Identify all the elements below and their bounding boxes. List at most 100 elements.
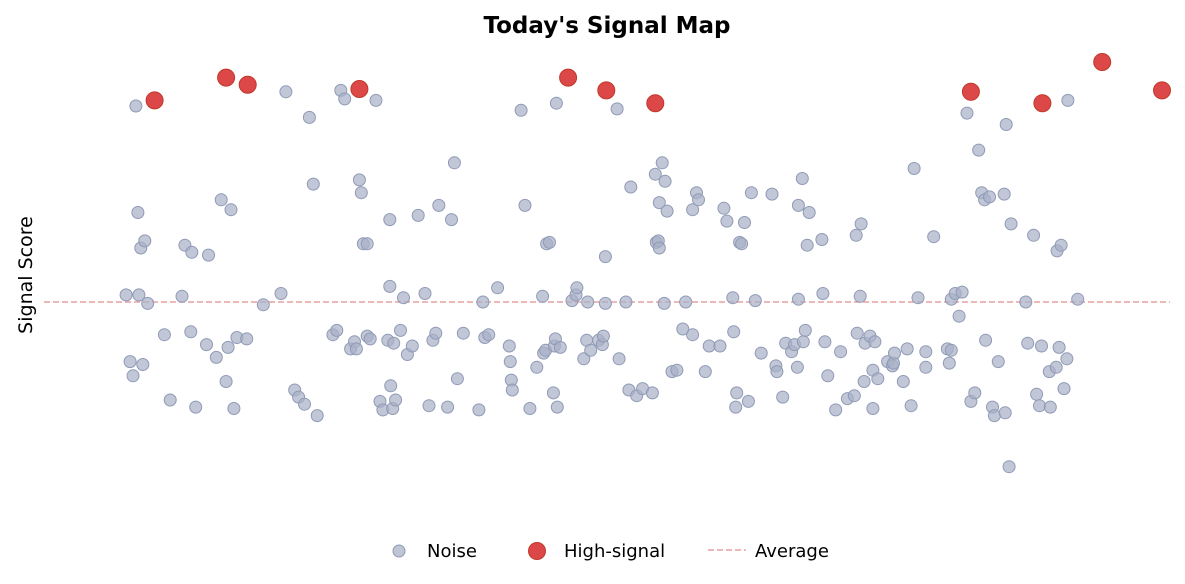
legend: Noise High-signal Average	[392, 541, 829, 562]
noise-point-70	[445, 213, 458, 227]
noise-point-138	[717, 201, 731, 215]
noise-point-79	[502, 339, 516, 353]
noise-point-128	[670, 363, 684, 377]
noise-point-230	[1052, 340, 1066, 354]
noise-point-192	[907, 162, 921, 175]
noise-point-135	[698, 365, 712, 379]
high-signal-point-6	[646, 94, 665, 113]
noise-series	[119, 83, 1085, 474]
noise-point-175	[850, 326, 864, 340]
noise-point-154	[776, 390, 790, 404]
noise-point-149	[748, 294, 762, 308]
legend-high-signal-label: High-signal	[564, 541, 665, 562]
noise-point-86	[530, 360, 544, 374]
noise-point-95	[549, 96, 563, 110]
noise-point-162	[796, 335, 810, 349]
noise-point-207	[972, 143, 986, 157]
noise-point-225	[1035, 339, 1048, 353]
noise-point-74	[472, 403, 486, 417]
legend-high-signal-marker	[528, 542, 546, 560]
noise-point-97	[553, 340, 567, 354]
noise-point-34	[306, 177, 320, 191]
noise-point-18	[202, 248, 215, 262]
noise-point-60	[397, 291, 410, 305]
noise-point-142	[729, 400, 743, 414]
noise-point-112	[619, 295, 633, 309]
noise-point-69	[441, 400, 455, 414]
noise-point-122	[652, 241, 666, 255]
noise-point-184	[871, 372, 885, 386]
high-signal-point-7	[961, 82, 980, 101]
noise-point-129	[676, 322, 690, 336]
noise-point-62	[405, 339, 419, 353]
noise-point-72	[450, 372, 464, 386]
noise-point-161	[795, 172, 809, 185]
noise-point-163	[798, 323, 812, 337]
noise-point-147	[741, 394, 755, 408]
noise-point-42	[349, 342, 363, 356]
noise-point-71	[447, 156, 461, 170]
noise-point-210	[979, 333, 993, 347]
noise-point-150	[754, 346, 768, 360]
noise-point-75	[476, 295, 490, 309]
noise-point-32	[298, 397, 311, 411]
noise-point-109	[598, 296, 612, 310]
noise-point-217	[999, 118, 1013, 131]
noise-point-125	[658, 174, 672, 188]
noise-point-215	[997, 187, 1011, 201]
noise-point-9	[141, 296, 155, 310]
noise-point-80	[503, 355, 517, 369]
noise-point-59	[394, 323, 407, 337]
legend-noise-marker	[392, 544, 406, 558]
high-signal-point-9	[1093, 53, 1112, 71]
noise-point-82	[505, 383, 519, 397]
noise-point-170	[829, 403, 843, 417]
noise-point-101	[577, 352, 591, 366]
noise-point-117	[645, 386, 659, 400]
noise-point-63	[411, 208, 425, 222]
high-signal-point-4	[559, 68, 578, 87]
noise-point-26	[240, 332, 254, 346]
noise-point-33	[302, 110, 316, 124]
noise-point-49	[369, 93, 383, 107]
noise-point-126	[660, 204, 674, 218]
noise-point-191	[904, 399, 918, 413]
noise-point-206	[968, 386, 982, 400]
noise-point-47	[360, 237, 374, 251]
noise-point-195	[919, 345, 933, 359]
noise-point-183	[868, 335, 882, 349]
noise-point-28	[274, 287, 288, 300]
noise-point-58	[389, 393, 403, 407]
noise-point-53	[383, 213, 397, 227]
noise-point-211	[983, 190, 996, 204]
noise-point-118	[648, 167, 662, 181]
noise-point-171	[834, 345, 848, 359]
noise-point-123	[655, 156, 669, 170]
noise-point-234	[1061, 93, 1075, 107]
noise-point-131	[686, 203, 700, 217]
noise-point-224	[1033, 399, 1046, 413]
noise-point-100	[570, 281, 584, 295]
noise-point-130	[679, 295, 693, 309]
noise-point-4	[131, 206, 145, 219]
noise-point-27	[256, 298, 270, 312]
noise-point-221	[1021, 336, 1035, 350]
noise-point-124	[657, 296, 671, 310]
noise-point-68	[432, 198, 446, 212]
noise-point-7	[136, 358, 150, 371]
noise-point-173	[847, 389, 861, 403]
noise-point-108	[598, 250, 612, 264]
noise-point-15	[185, 245, 199, 259]
noise-point-84	[518, 198, 532, 212]
high-signal-point-2	[238, 75, 257, 94]
noise-point-21	[219, 375, 233, 388]
noise-point-73	[456, 326, 470, 340]
noise-point-1	[123, 355, 137, 369]
high-signal-point-10	[1153, 81, 1171, 100]
noise-point-204	[960, 106, 974, 120]
noise-point-12	[175, 289, 189, 303]
noise-point-235	[1071, 292, 1085, 306]
noise-point-190	[900, 342, 914, 356]
legend-average-label: Average	[755, 541, 829, 562]
